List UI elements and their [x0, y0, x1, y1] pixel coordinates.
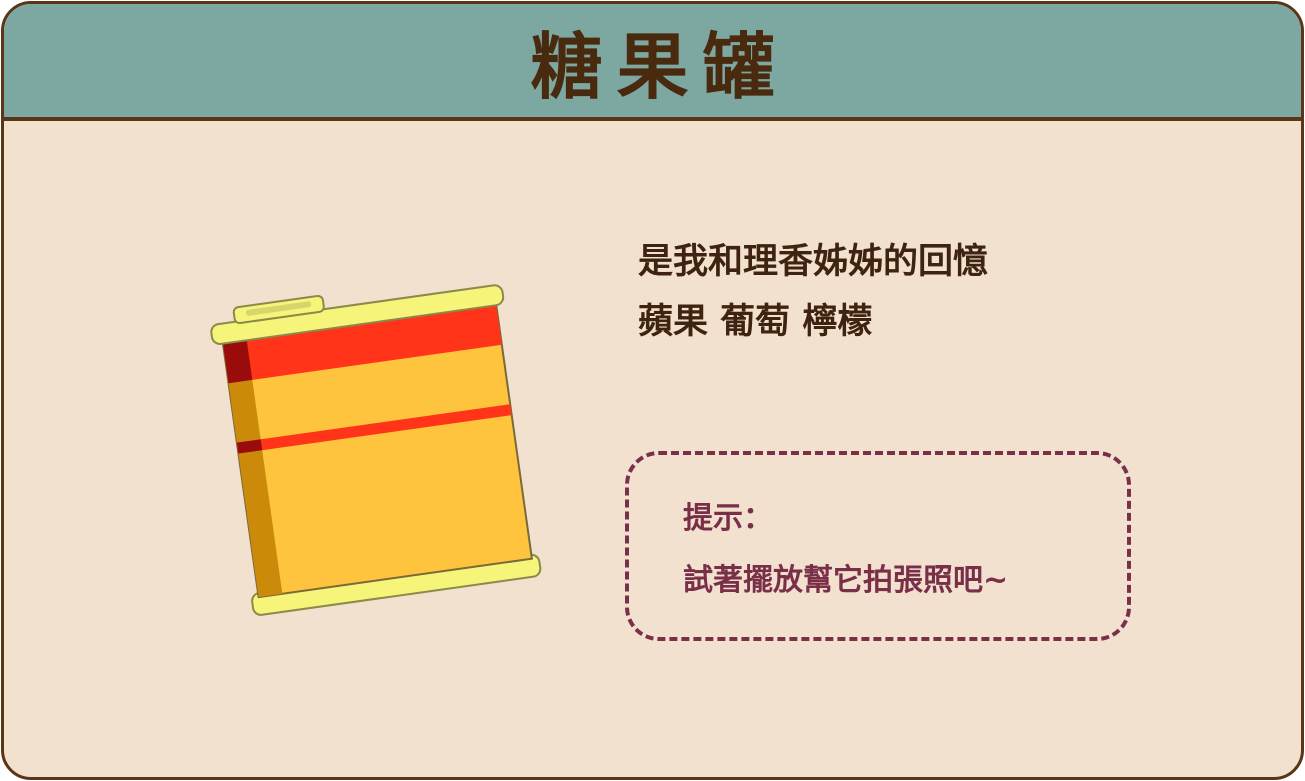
hint-label: 提示：: [683, 501, 773, 536]
card-header: 糖果罐: [4, 4, 1301, 121]
item-title: 糖果罐: [530, 24, 789, 109]
hint-box: 提示： 試著擺放幫它拍張照吧~: [625, 451, 1131, 641]
hint-text: 試著擺放幫它拍張照吧~: [683, 563, 1009, 598]
description-line-1: 是我和理香姊姊的回憶: [638, 242, 989, 282]
item-description: 是我和理香姊姊的回憶 蘋果 葡萄 檸檬: [638, 232, 988, 352]
candy-tin-icon: [184, 259, 544, 644]
description-line-2: 蘋果 葡萄 檸檬: [638, 302, 873, 342]
